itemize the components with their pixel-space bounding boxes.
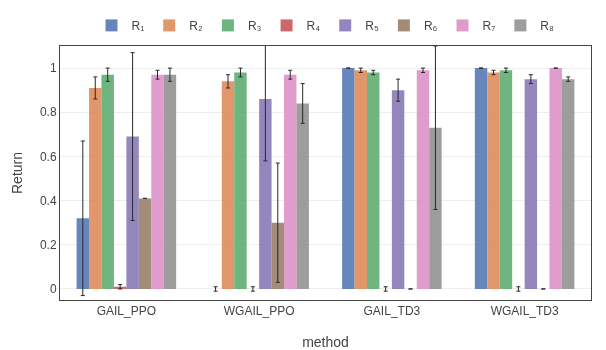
svg-text:R₄: R₄ [307,19,321,33]
svg-text:GAIL_PPO: GAIL_PPO [97,304,156,318]
svg-text:R₆: R₆ [424,19,438,33]
svg-text:Return: Return [9,152,25,194]
svg-text:0.4: 0.4 [40,194,57,208]
svg-text:WGAIL_PPO: WGAIL_PPO [224,304,295,318]
svg-text:method: method [302,334,349,350]
svg-text:1: 1 [50,61,57,75]
svg-text:0.2: 0.2 [40,238,57,252]
svg-text:WGAIL_TD3: WGAIL_TD3 [491,304,559,318]
svg-text:R₃: R₃ [248,19,262,33]
svg-text:R₂: R₂ [189,19,203,33]
svg-text:GAIL_TD3: GAIL_TD3 [364,304,421,318]
svg-text:R₇: R₇ [483,19,496,33]
svg-text:R₅: R₅ [365,19,379,33]
svg-text:0: 0 [50,282,57,296]
svg-text:R₁: R₁ [132,19,145,33]
svg-text:0.8: 0.8 [40,105,57,119]
svg-text:0.6: 0.6 [40,150,57,164]
svg-text:R₈: R₈ [540,19,554,33]
